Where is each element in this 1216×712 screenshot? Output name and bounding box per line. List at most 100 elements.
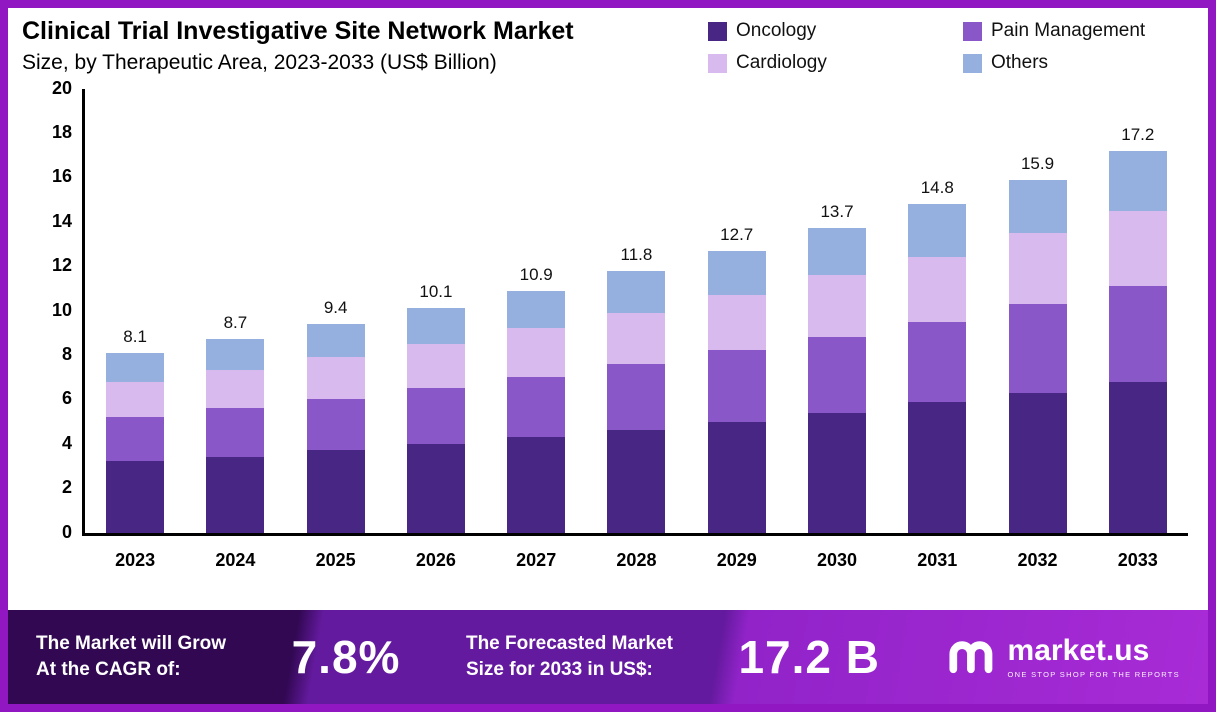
- brand-text: market.us One Stop Shop For The Reports: [1007, 633, 1180, 679]
- bar-stack: [306, 323, 365, 533]
- brand-tagline: One Stop Shop For The Reports: [1007, 669, 1180, 679]
- x-axis-label-2023: 2023: [115, 549, 156, 570]
- bar-total-label: 10.1: [419, 282, 453, 302]
- y-tick-label: 20: [51, 77, 72, 98]
- chart-legend: Oncology Pain Management Cardiology Others: [708, 20, 1188, 74]
- bar-segment-others: [406, 308, 465, 344]
- bar-segment-cardiology: [507, 328, 566, 378]
- bar-segment-cardiology: [908, 257, 967, 322]
- x-axis-label-2027: 2027: [516, 549, 557, 570]
- bar-segment-cardiology: [1008, 232, 1067, 304]
- bar-segment-pain-management: [106, 417, 165, 462]
- bar-segment-pain-management: [807, 337, 866, 413]
- bar-total-label: 11.8: [620, 244, 653, 264]
- x-axis-labels: 2023 2024 2025 2026 2027 2028 2029 2030 2031 2032…: [85, 550, 1188, 571]
- x-axis-label-2032: 2032: [1017, 549, 1058, 570]
- cagr-label-line1: The Market will Grow: [36, 633, 227, 655]
- brand-name: market.us: [1007, 633, 1150, 667]
- bar-segment-others: [306, 323, 365, 358]
- y-tick-label: 8: [61, 343, 72, 364]
- bar-stack: [1008, 179, 1067, 533]
- y-tick-label: 18: [51, 121, 72, 142]
- bar-segment-others: [507, 290, 566, 329]
- bar-total-label: 8.1: [123, 326, 147, 346]
- bar-stack: [206, 339, 265, 533]
- legend-item-oncology: Oncology: [708, 20, 953, 42]
- bar-total-label: 15.9: [1020, 153, 1055, 173]
- bar-segment-others: [106, 352, 165, 382]
- header: Clinical Trial Investigative Site Networ…: [8, 8, 1208, 79]
- legend-swatch-others: [963, 53, 982, 73]
- bar-total-label: 12.7: [720, 224, 754, 244]
- bar-segment-pain-management: [607, 363, 666, 431]
- bar-stack: [406, 308, 465, 533]
- legend-item-others: Others: [963, 52, 1188, 74]
- cagr-value: 7.8%: [291, 631, 401, 683]
- x-axis-label-2028: 2028: [616, 549, 657, 570]
- forecast-label-line2: Size for 2033 in US$:: [465, 659, 653, 680]
- brand-logo-group: market.us One Stop Shop For The Reports: [946, 633, 1180, 682]
- bar-2032: 15.9: [1008, 153, 1067, 533]
- legend-item-cardiology: Cardiology: [708, 52, 953, 74]
- bar-segment-pain-management: [707, 350, 766, 422]
- x-axis-label-2030: 2030: [816, 549, 857, 570]
- plot-area: 8.1 8.7 9.4 10.1 10.9 11.8 12.7 13.7 14.8 15.9 17.…: [82, 88, 1188, 536]
- bar-total-label: 8.7: [223, 313, 248, 333]
- forecast-value: 17.2 B: [738, 631, 880, 683]
- y-tick-label: 4: [61, 432, 72, 453]
- bar-segment-cardiology: [406, 343, 465, 389]
- y-tick-label: 10: [51, 299, 72, 320]
- x-axis-label-2029: 2029: [716, 549, 757, 570]
- bar-segment-pain-management: [306, 399, 365, 451]
- cagr-label-line2: At the CAGR of:: [36, 659, 181, 680]
- legend-label: Oncology: [736, 20, 817, 41]
- y-tick-label: 2: [61, 477, 72, 498]
- bar-segment-others: [1108, 150, 1167, 211]
- chart-title-line2: Size, by Therapeutic Area, 2023-2033 (US…: [22, 51, 497, 75]
- bar-total-label: 17.2: [1121, 124, 1155, 144]
- bar-2024: 8.7: [206, 313, 265, 533]
- chart-area: 0 2 4 6 8 10 12 14 16 18 20 8.1 8.7 9.4 10.1 10.9 11.8 1…: [8, 78, 1208, 611]
- x-axis-label-2031: 2031: [917, 549, 958, 570]
- bottom-banner: The Market will Grow At the CAGR of: 7.8…: [8, 610, 1208, 704]
- bar-segment-cardiology: [306, 357, 365, 400]
- bar-segment-pain-management: [406, 388, 465, 444]
- forecast-label: The Forecasted Market Size for 2033 in U…: [466, 631, 673, 682]
- bar-segment-oncology: [106, 461, 165, 533]
- y-axis: 0 2 4 6 8 10 12 14 16 18 20: [18, 78, 82, 542]
- plot-row: 0 2 4 6 8 10 12 14 16 18 20 8.1 8.7 9.4 10.1 10.9 11.8 1…: [18, 78, 1188, 542]
- bar-segment-oncology: [908, 401, 967, 533]
- bar-stack: [807, 228, 866, 533]
- bar-stack: [106, 352, 165, 533]
- bar-segment-cardiology: [807, 275, 866, 338]
- y-tick-label: 0: [61, 521, 72, 542]
- x-axis-label-2026: 2026: [415, 549, 456, 570]
- bar-segment-others: [807, 228, 866, 275]
- bar-segment-oncology: [1008, 392, 1067, 533]
- bar-2033: 17.2: [1108, 124, 1167, 533]
- bar-total-label: 14.8: [920, 177, 954, 197]
- legend-item-pain-management: Pain Management: [963, 20, 1188, 42]
- bar-segment-pain-management: [206, 408, 265, 458]
- bar-stack: [607, 270, 666, 533]
- bar-segment-oncology: [607, 430, 666, 533]
- legend-label: Pain Management: [991, 20, 1146, 41]
- forecast-label-line1: The Forecasted Market: [465, 633, 673, 655]
- bar-segment-pain-management: [908, 321, 967, 402]
- x-axis-label-2024: 2024: [215, 549, 256, 570]
- chart-title-line1: Clinical Trial Investigative Site Networ…: [22, 17, 574, 45]
- bar-2028: 11.8: [607, 244, 666, 533]
- bar-segment-oncology: [306, 450, 365, 533]
- legend-label: Others: [991, 52, 1049, 73]
- bar-segment-others: [1008, 179, 1067, 233]
- legend-swatch-cardiology: [708, 53, 727, 73]
- y-tick-label: 6: [61, 388, 72, 409]
- bar-2025: 9.4: [306, 297, 365, 533]
- legend-label: Cardiology: [736, 52, 827, 73]
- bar-segment-pain-management: [1008, 303, 1067, 393]
- bar-total-label: 9.4: [323, 297, 348, 317]
- bar-segment-cardiology: [106, 381, 165, 418]
- bar-2027: 10.9: [507, 265, 566, 533]
- bar-segment-others: [206, 339, 265, 371]
